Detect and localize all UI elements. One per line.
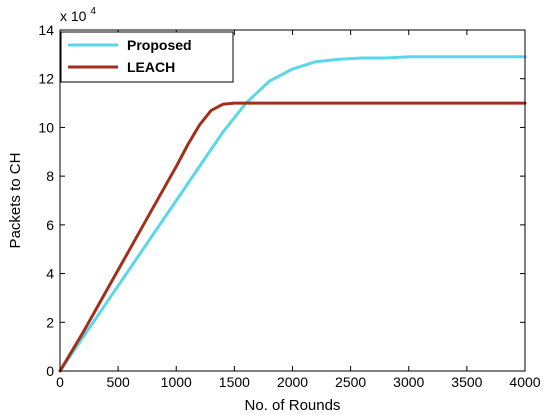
y-multiplier-exponent: 4 bbox=[90, 6, 96, 17]
legend-label-leach: LEACH bbox=[127, 59, 175, 75]
tick-label-layer: 0 500 1000 1500 2000 2500 3000 3500 4000 0 2 4 6 8 10 1… bbox=[38, 22, 540, 390]
legend-label-proposed: Proposed bbox=[127, 37, 192, 53]
y-tick-label: 0 bbox=[46, 363, 54, 379]
x-tick-label: 1500 bbox=[219, 374, 250, 390]
plot-area bbox=[60, 30, 525, 371]
y-tick-label: 12 bbox=[38, 71, 54, 87]
x-tick-label: 3000 bbox=[393, 374, 424, 390]
y-tick-label: 14 bbox=[38, 22, 54, 38]
y-tick-label: 2 bbox=[46, 314, 54, 330]
y-tick-label: 10 bbox=[38, 119, 54, 135]
x-tick-label: 1000 bbox=[161, 374, 192, 390]
x-tick-label: 2500 bbox=[335, 374, 366, 390]
x-tick-label: 3500 bbox=[451, 374, 482, 390]
x-axis-title: No. of Rounds bbox=[245, 397, 341, 414]
y-tick-label: 6 bbox=[46, 217, 54, 233]
series-line-proposed bbox=[58, 55, 527, 373]
x-tick-label: 0 bbox=[56, 374, 64, 390]
axis-layer bbox=[59, 29, 526, 372]
series-layer bbox=[58, 55, 527, 373]
x-tick-label: 2000 bbox=[277, 374, 308, 390]
x-tick-label: 500 bbox=[106, 374, 130, 390]
x-tick-label: 4000 bbox=[509, 374, 540, 390]
y-tick-label: 8 bbox=[46, 168, 54, 184]
y-tick-label: 4 bbox=[46, 266, 54, 282]
y-multiplier-base: x 10 bbox=[60, 8, 87, 24]
series-line-leach bbox=[58, 101, 527, 373]
legend: Proposed LEACH bbox=[60, 31, 234, 83]
legend-box bbox=[60, 31, 234, 83]
y-multiplier-label: x 10 4 bbox=[60, 6, 96, 24]
y-axis-title: Packets to CH bbox=[7, 153, 24, 249]
